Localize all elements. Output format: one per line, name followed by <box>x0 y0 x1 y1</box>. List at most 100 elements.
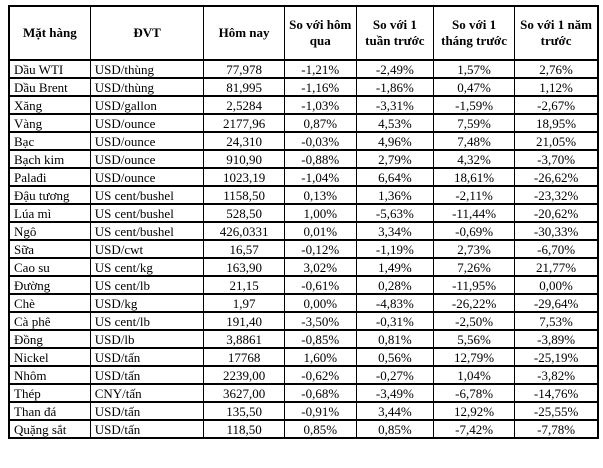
vs-week-value: -3,31% <box>355 95 434 115</box>
vs-year-value: 18,95% <box>514 113 599 133</box>
vs-week-value: 2,79% <box>355 149 434 169</box>
table-row: Thép CNY/tấn 3627,00 -0,68% -3,49% -6,78% -14,… <box>8 383 599 403</box>
vs-year-value: 1,12% <box>514 77 599 97</box>
commodity-name: Dầu WTI <box>8 59 91 79</box>
vs-week-value: -0,31% <box>355 311 434 331</box>
vs-year-value: -23,32% <box>514 185 599 205</box>
today-value: 2239,00 <box>203 365 285 385</box>
commodity-name: Bạc <box>8 131 91 151</box>
today-value: 21,15 <box>203 275 285 295</box>
unit-cell: CNY/tấn <box>89 383 205 403</box>
today-value: 1023,19 <box>203 167 285 187</box>
table-row: Bạch kim USD/ounce 910,90 -0,88% 2,79% 4,32% -… <box>8 149 599 169</box>
unit-cell: US cent/bushel <box>89 185 205 205</box>
table-row: Palađi USD/ounce 1023,19 -1,04% 6,64% 18,61% -… <box>8 167 599 187</box>
today-value: 2177,96 <box>203 113 285 133</box>
vs-year-value: -29,64% <box>514 293 599 313</box>
vs-week-value: 0,56% <box>355 347 434 367</box>
vs-year-value: -3,89% <box>514 329 599 349</box>
commodity-name: Ngô <box>8 221 91 241</box>
vs-month-value: -0,69% <box>432 221 516 241</box>
vs-month-value: 7,26% <box>432 257 516 277</box>
vs-week-value: 0,81% <box>355 329 434 349</box>
commodity-name: Palađi <box>8 167 91 187</box>
unit-cell: USD/tấn <box>89 365 205 385</box>
vs-week-value: -3,49% <box>355 383 434 403</box>
table-body: Dầu WTI USD/thùng 77,978 -1,21% -2,49% 1,57% 2… <box>8 59 599 439</box>
vs-year-value: -2,67% <box>514 95 599 115</box>
vs-month-value: -2,11% <box>432 185 516 205</box>
vs-year-value: -7,78% <box>514 419 599 439</box>
today-value: 16,57 <box>203 239 285 259</box>
vs-yesterday-value: 0,13% <box>283 185 357 205</box>
vs-week-value: 1,49% <box>355 257 434 277</box>
vs-yesterday-value: -0,62% <box>283 365 357 385</box>
table-row: Dầu Brent USD/thùng 81,995 -1,16% -1,86% 0,47… <box>8 77 599 97</box>
vs-month-value: 18,61% <box>432 167 516 187</box>
unit-cell: USD/ounce <box>89 131 205 151</box>
unit-cell: USD/tấn <box>89 401 205 421</box>
today-value: 3627,00 <box>203 383 285 403</box>
vs-yesterday-value: -0,85% <box>283 329 357 349</box>
vs-year-value: -3,70% <box>514 149 599 169</box>
vs-month-value: 1,04% <box>432 365 516 385</box>
vs-yesterday-value: -0,88% <box>283 149 357 169</box>
table-row: Vàng USD/ounce 2177,96 0,87% 4,53% 7,59% 18,95… <box>8 113 599 133</box>
unit-cell: USD/thùng <box>89 77 205 97</box>
vs-week-value: 1,36% <box>355 185 434 205</box>
commodity-name: Than đá <box>8 401 91 421</box>
table-row: Bạc USD/ounce 24,310 -0,03% 4,96% 7,48% 21,05% <box>8 131 599 151</box>
table-row: Nhôm USD/tấn 2239,00 -0,62% -0,27% 1,04% -3,82… <box>8 365 599 385</box>
table-row: Quặng sắt USD/tấn 118,50 0,85% 0,85% -7,42% -7… <box>8 419 599 439</box>
unit-cell: USD/ounce <box>89 113 205 133</box>
header-commodity: Mặt hàng <box>8 5 91 61</box>
vs-yesterday-value: 1,00% <box>283 203 357 223</box>
table-row: Dầu WTI USD/thùng 77,978 -1,21% -2,49% 1,57% 2… <box>8 59 599 79</box>
vs-month-value: 0,47% <box>432 77 516 97</box>
unit-cell: US cent/lb <box>89 311 205 331</box>
vs-yesterday-value: -0,03% <box>283 131 357 151</box>
today-value: 191,40 <box>203 311 285 331</box>
commodity-name: Cà phê <box>8 311 91 331</box>
vs-year-value: -30,33% <box>514 221 599 241</box>
vs-week-value: -1,19% <box>355 239 434 259</box>
header-vs-yesterday: So với hôm qua <box>283 5 357 61</box>
vs-yesterday-value: -0,68% <box>283 383 357 403</box>
vs-yesterday-value: 1,60% <box>283 347 357 367</box>
commodity-name: Quặng sắt <box>8 419 91 439</box>
vs-year-value: -25,55% <box>514 401 599 421</box>
today-value: 3,8861 <box>203 329 285 349</box>
vs-month-value: 2,73% <box>432 239 516 259</box>
table-row: Than đá USD/tấn 135,50 -0,91% 3,44% 12,92% -25… <box>8 401 599 421</box>
vs-yesterday-value: 0,00% <box>283 293 357 313</box>
commodity-name: Dầu Brent <box>8 77 91 97</box>
commodity-name: Chè <box>8 293 91 313</box>
vs-week-value: -1,86% <box>355 77 434 97</box>
unit-cell: US cent/bushel <box>89 203 205 223</box>
vs-month-value: 12,79% <box>432 347 516 367</box>
commodity-name: Lúa mì <box>8 203 91 223</box>
vs-week-value: 3,34% <box>355 221 434 241</box>
vs-week-value: 3,44% <box>355 401 434 421</box>
commodity-name: Nickel <box>8 347 91 367</box>
table-row: Lúa mì US cent/bushel 528,50 1,00% -5,63% -11… <box>8 203 599 223</box>
vs-yesterday-value: -0,91% <box>283 401 357 421</box>
vs-year-value: -20,62% <box>514 203 599 223</box>
commodity-name: Đậu tương <box>8 185 91 205</box>
vs-yesterday-value: -3,50% <box>283 311 357 331</box>
vs-week-value: -2,49% <box>355 59 434 79</box>
header-row: Mặt hàng ĐVT Hôm nay So với hôm qua So v… <box>8 5 599 61</box>
table-row: Xăng USD/gallon 2,5284 -1,03% -3,31% -1,59% -2… <box>8 95 599 115</box>
table-row: Ngô US cent/bushel 426,0331 0,01% 3,34% -0,69… <box>8 221 599 241</box>
today-value: 81,995 <box>203 77 285 97</box>
table-row: Cao su US cent/kg 163,90 3,02% 1,49% 7,26% 21,… <box>8 257 599 277</box>
commodity-name: Xăng <box>8 95 91 115</box>
vs-year-value: -14,76% <box>514 383 599 403</box>
vs-year-value: 2,76% <box>514 59 599 79</box>
today-value: 135,50 <box>203 401 285 421</box>
vs-week-value: -0,27% <box>355 365 434 385</box>
header-vs-week: So với 1 tuần trước <box>355 5 434 61</box>
vs-yesterday-value: 0,85% <box>283 419 357 439</box>
header-vs-year: So với 1 năm trước <box>514 5 599 61</box>
